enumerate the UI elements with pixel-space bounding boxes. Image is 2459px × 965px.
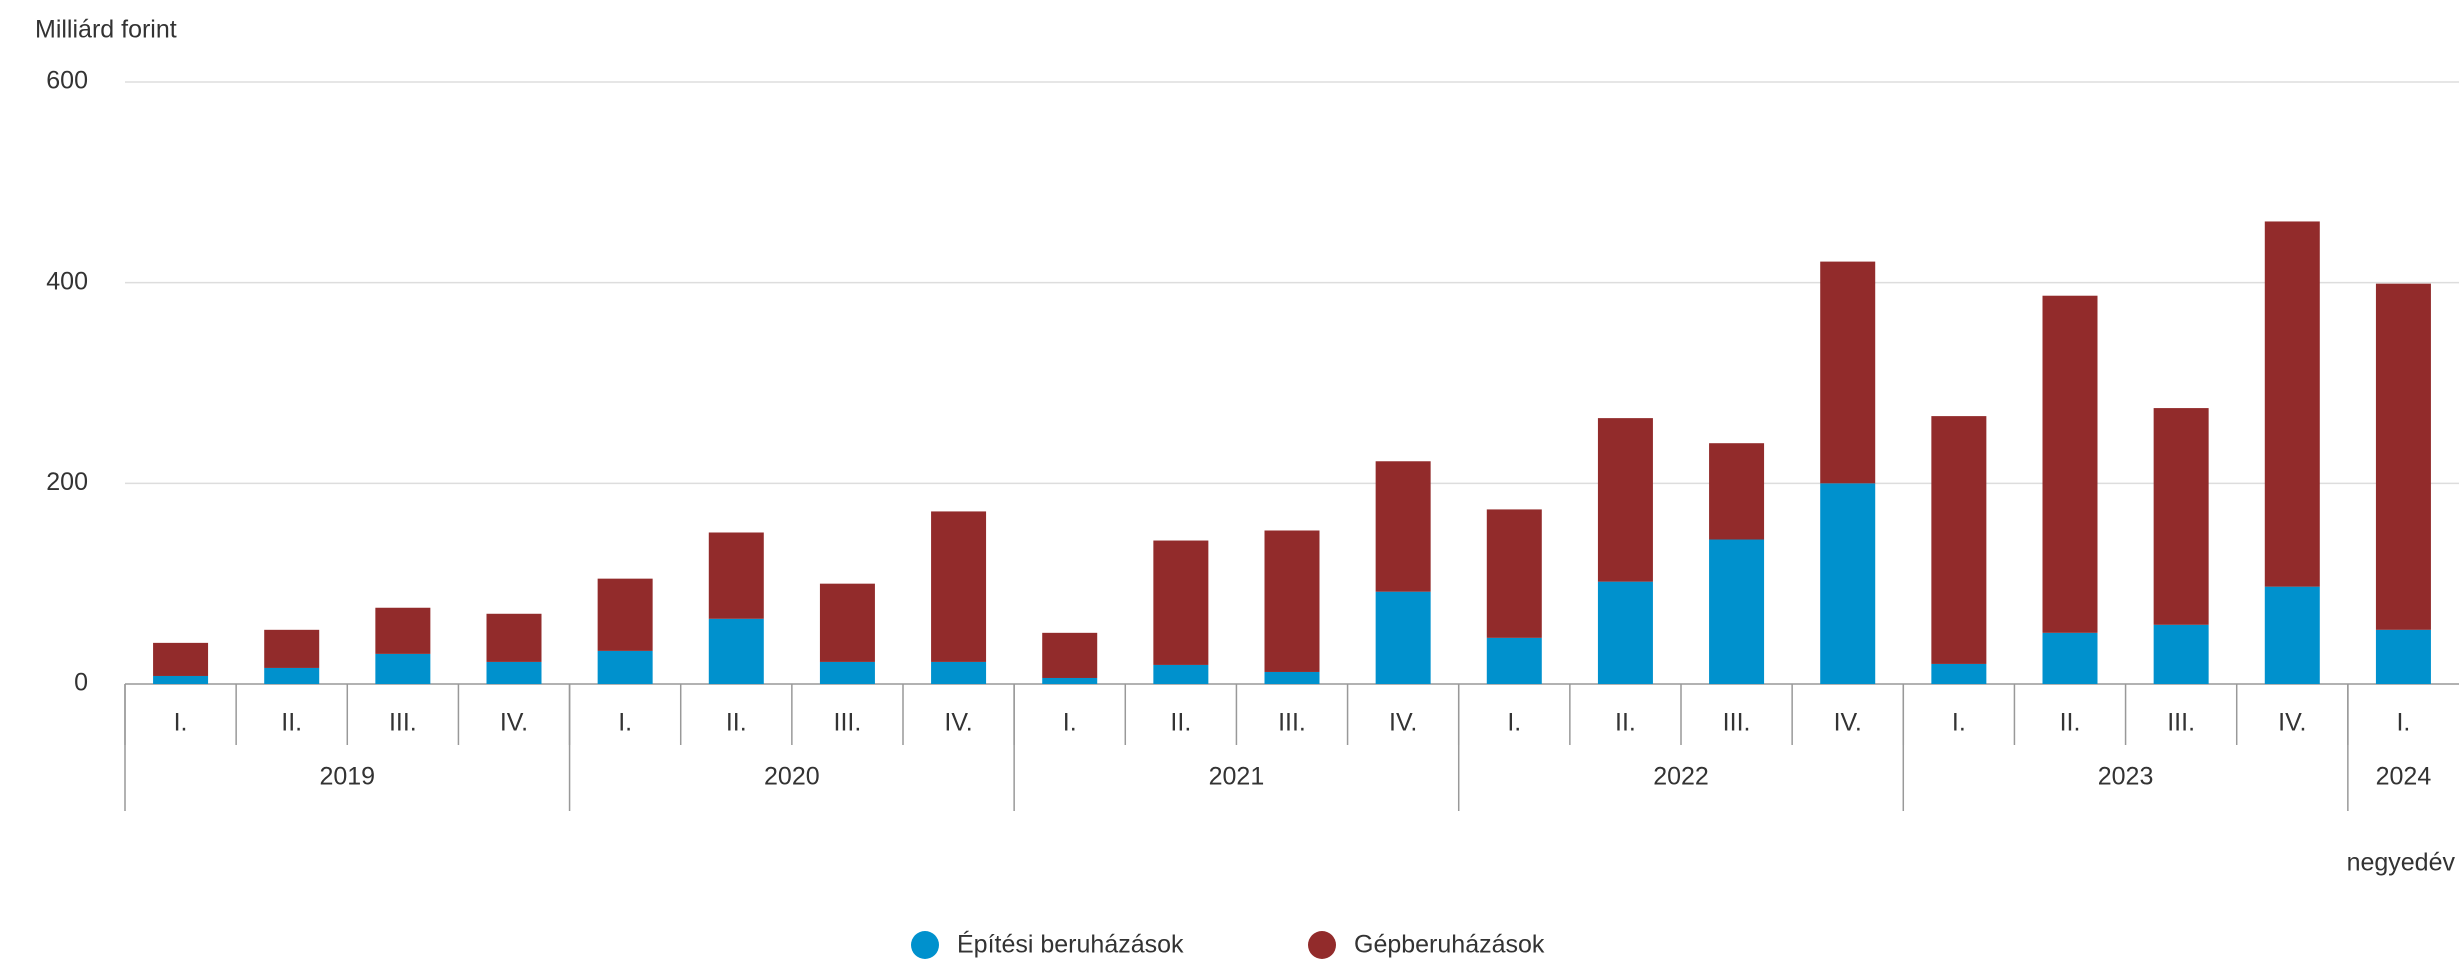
bar-segment (2042, 632, 2098, 684)
group-label: 2021 (1209, 763, 1265, 791)
x-tick-label: II. (2060, 709, 2081, 737)
bar-segment (819, 661, 875, 684)
bar-segment (1486, 637, 1542, 684)
bar-segment (1820, 483, 1876, 684)
bar-segment (1931, 416, 1987, 664)
group-label: 2023 (2098, 763, 2154, 791)
x-tick-label: IV. (500, 709, 528, 737)
x-tick-label: I. (1063, 709, 1077, 737)
x-axis-label: negyedév (2347, 849, 2456, 877)
bar-segment (1597, 418, 1653, 582)
group-label: 2019 (319, 763, 375, 791)
bar-segment (486, 613, 542, 662)
bar-segment (375, 607, 431, 654)
legend-label: Gépberuházások (1354, 931, 1545, 959)
bar-segment (2264, 221, 2320, 587)
bar-segment (2264, 586, 2320, 684)
group-label: 2024 (2376, 763, 2432, 791)
legend-marker (911, 931, 939, 959)
y-tick-label: 400 (46, 267, 88, 295)
x-tick-label: IV. (1834, 709, 1862, 737)
y-tick-label: 200 (46, 468, 88, 496)
group-label: 2022 (1653, 763, 1709, 791)
y-tick-label: 600 (46, 67, 88, 95)
bar-segment (2042, 295, 2098, 633)
bar-segment (1709, 539, 1765, 684)
bar-segment (1153, 664, 1209, 684)
x-tick-label: IV. (2278, 709, 2306, 737)
bar-segment (708, 618, 764, 684)
bar-segment (1375, 461, 1431, 592)
y-axis-label: Milliárd forint (35, 16, 177, 44)
x-tick-label: III. (1723, 709, 1751, 737)
y-tick-label: 0 (74, 669, 88, 697)
bar-segment (931, 661, 987, 684)
legend-label: Építési beruházások (957, 930, 1184, 959)
legend-marker (1308, 931, 1336, 959)
bar-segment (1709, 443, 1765, 540)
x-tick-label: III. (834, 709, 862, 737)
x-tick-label: I. (174, 709, 188, 737)
x-tick-label: IV. (1389, 709, 1417, 737)
bar-segment (486, 661, 542, 684)
bar-segment (1597, 581, 1653, 684)
bar-segment (264, 629, 320, 668)
bar-segment (1820, 261, 1876, 484)
bar-segment (1486, 509, 1542, 638)
bar-segment (1931, 663, 1987, 684)
bar-segment (708, 532, 764, 619)
bar-segment (1042, 632, 1098, 678)
bar-segment (1264, 671, 1320, 684)
x-tick-label: III. (389, 709, 417, 737)
x-tick-label: I. (1952, 709, 1966, 737)
x-tick-label: I. (1507, 709, 1521, 737)
bar-segment (375, 653, 431, 684)
x-tick-label: II. (281, 709, 302, 737)
x-tick-label: I. (2396, 709, 2410, 737)
bar-segment (2375, 283, 2431, 630)
bar-segment (819, 583, 875, 662)
bar-segment (153, 642, 209, 676)
x-tick-label: II. (726, 709, 747, 737)
bar-segment (597, 578, 653, 651)
x-tick-label: III. (1278, 709, 1306, 737)
group-label: 2020 (764, 763, 820, 791)
x-tick-label: II. (1615, 709, 1636, 737)
x-tick-label: III. (2167, 709, 2195, 737)
bar-segment (931, 511, 987, 662)
bar-segment (153, 675, 209, 684)
x-tick-label: II. (1170, 709, 1191, 737)
bar-segment (597, 650, 653, 684)
x-tick-label: I. (618, 709, 632, 737)
bar-segment (2153, 408, 2209, 625)
bar-segment (264, 667, 320, 684)
bar-segment (1153, 540, 1209, 665)
bar-segment (2375, 629, 2431, 684)
x-tick-label: IV. (944, 709, 972, 737)
bar-segment (2153, 624, 2209, 684)
bar-segment (1042, 677, 1098, 684)
bar-segment (1264, 530, 1320, 672)
bar-segment (1375, 591, 1431, 684)
